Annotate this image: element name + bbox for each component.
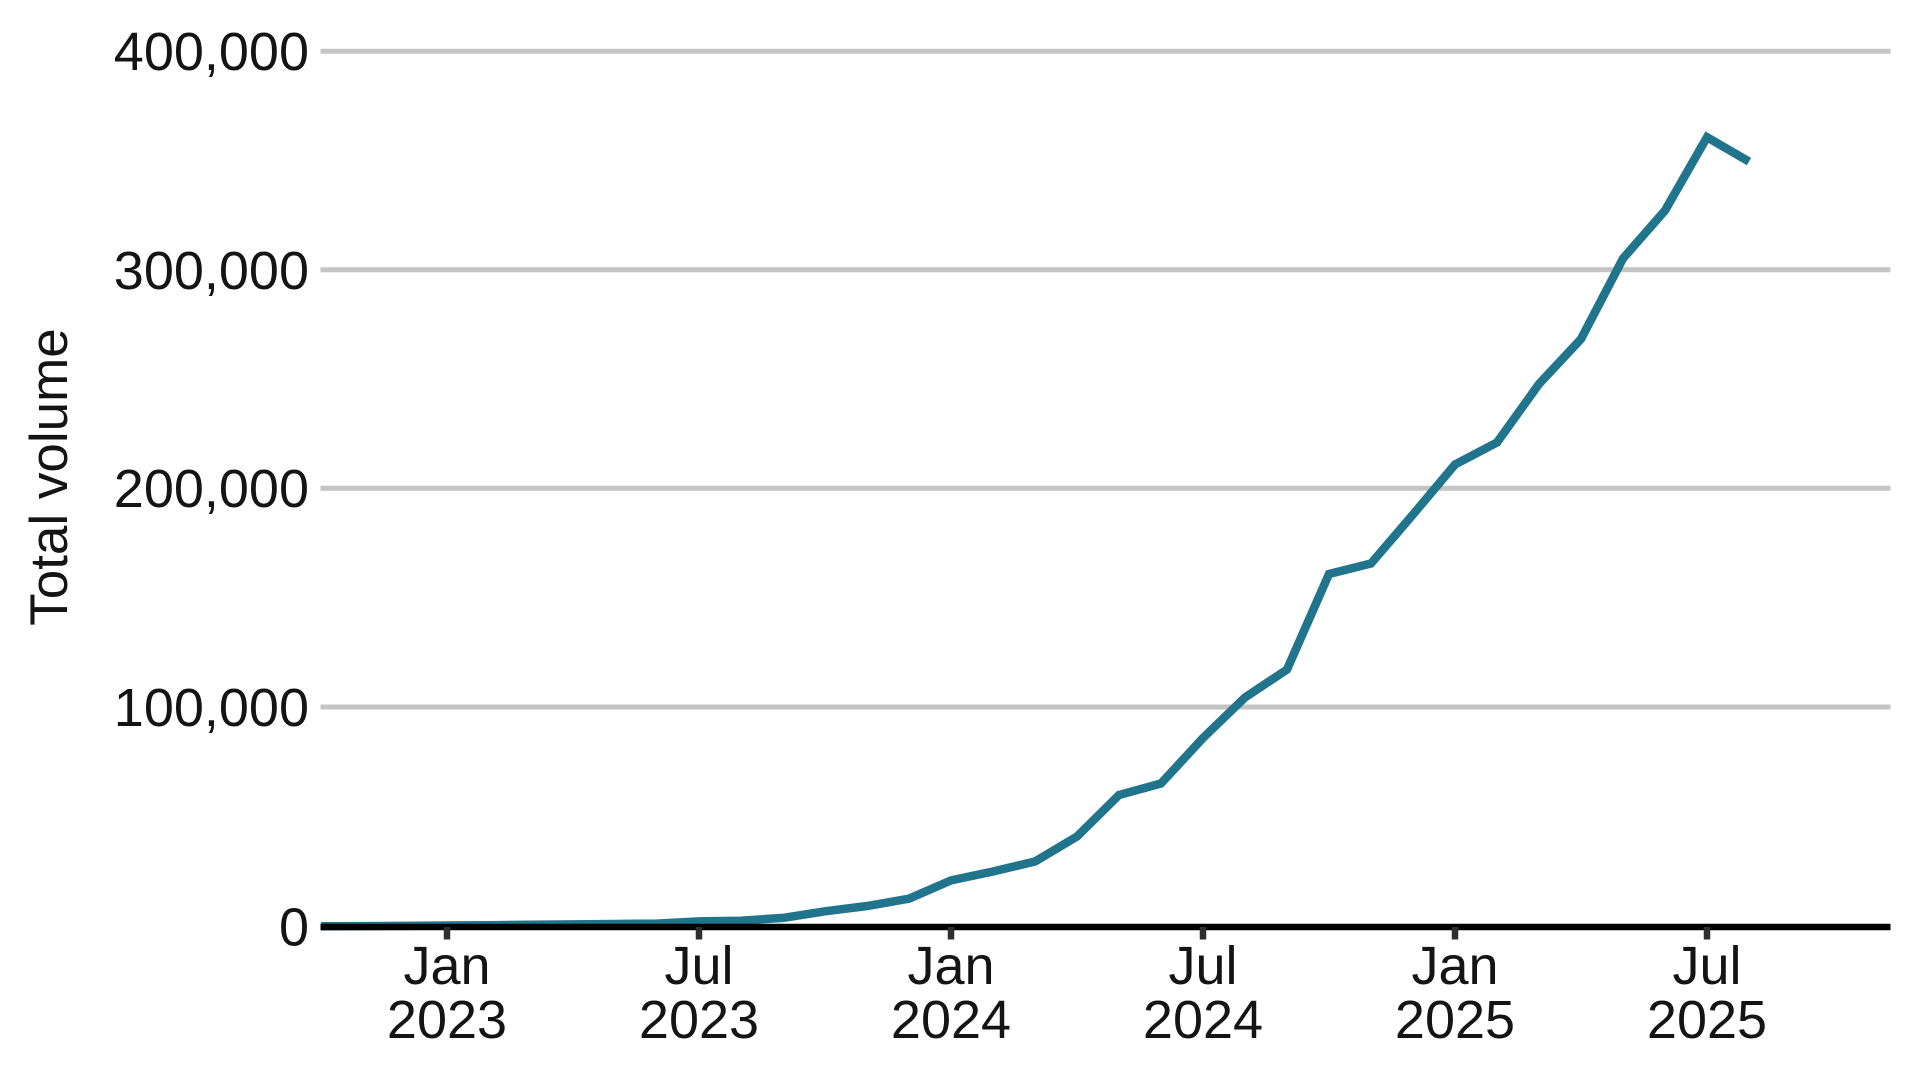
svg-text:Total volume: Total volume — [20, 328, 79, 626]
svg-text:2025: 2025 — [1395, 990, 1515, 1050]
svg-text:400,000: 400,000 — [114, 22, 309, 82]
svg-text:Jan: Jan — [1411, 936, 1498, 996]
svg-text:300,000: 300,000 — [114, 241, 309, 301]
svg-text:2025: 2025 — [1647, 990, 1767, 1050]
svg-text:2024: 2024 — [1143, 990, 1263, 1050]
svg-text:2023: 2023 — [639, 990, 759, 1050]
svg-text:Jul: Jul — [664, 936, 733, 996]
svg-text:2023: 2023 — [387, 990, 507, 1050]
svg-text:Jan: Jan — [907, 936, 994, 996]
svg-text:Jul: Jul — [1168, 936, 1237, 996]
svg-text:2024: 2024 — [891, 990, 1011, 1050]
svg-text:Jan: Jan — [403, 936, 490, 996]
svg-text:200,000: 200,000 — [114, 459, 309, 519]
svg-text:100,000: 100,000 — [114, 678, 309, 738]
svg-text:0: 0 — [279, 898, 309, 958]
svg-text:Jul: Jul — [1672, 936, 1741, 996]
